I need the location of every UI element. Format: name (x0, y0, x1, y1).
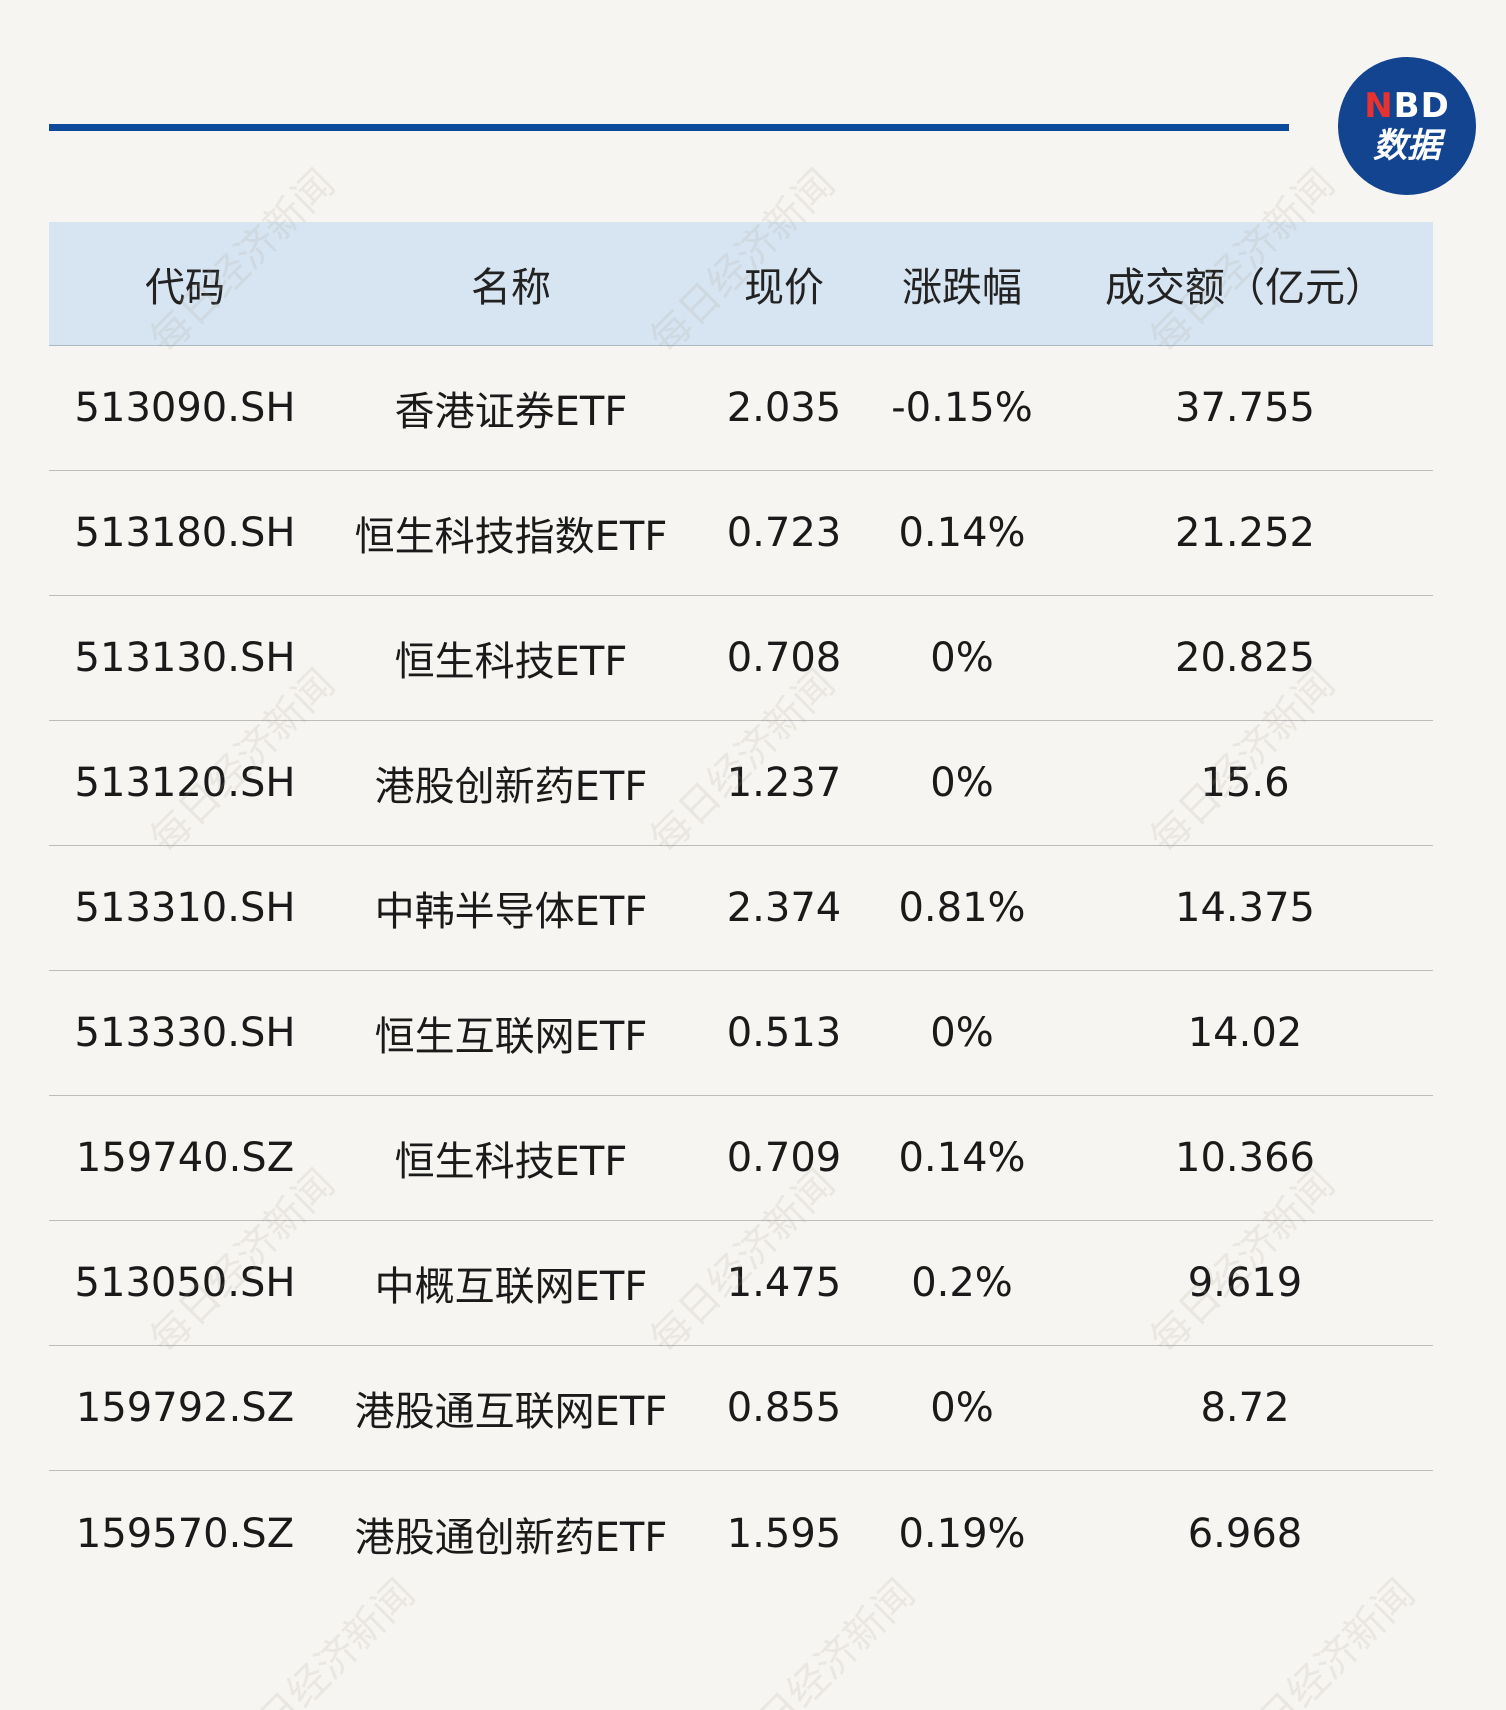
cell-code: 159570.SZ (75, 1510, 295, 1557)
header-price: 现价 (744, 264, 824, 311)
cell-name: 恒生互联网ETF (374, 1014, 648, 1060)
cell-code: 159740.SZ (75, 1135, 295, 1181)
cell-price: 0.709 (726, 1135, 842, 1181)
cell-code: 513180.SH (74, 510, 296, 556)
table-row: 513120.SH 港股创新药ETF 1.237 0% 15.6 (49, 721, 1433, 846)
cell-turnover: 14.02 (1187, 1010, 1303, 1056)
etf-table: 代码 名称 现价 涨跌幅 成交额（亿元） 513090.SH 香港证券ETF 2.0… (49, 222, 1433, 1596)
cell-name: 香港证券ETF (394, 389, 628, 435)
cell-code: 513310.SH (74, 885, 296, 931)
cell-turnover: 21.252 (1175, 510, 1315, 556)
header-name: 名称 (471, 264, 551, 311)
cell-price: 0.855 (726, 1385, 842, 1431)
cell-name: 中韩半导体ETF (374, 889, 648, 935)
cell-name: 港股创新药ETF (374, 764, 648, 810)
cell-name: 港股通创新药ETF (354, 1514, 668, 1561)
table-body: 513090.SH 香港证券ETF 2.035 -0.15% 37.755 513180.… (49, 346, 1433, 1596)
cell-name: 港股通互联网ETF (354, 1389, 668, 1435)
cell-price: 0.723 (726, 510, 842, 556)
cell-code: 159792.SZ (75, 1385, 295, 1431)
cell-code: 513090.SH (74, 385, 296, 431)
cell-change: 0.2% (911, 1260, 1013, 1306)
cell-price: 0.708 (726, 635, 842, 681)
cell-change: 0.14% (898, 1135, 1026, 1181)
cell-code: 513130.SH (74, 635, 296, 681)
cell-name: 恒生科技指数ETF (354, 514, 668, 560)
cell-change: 0% (930, 1385, 994, 1431)
cell-code: 513120.SH (74, 760, 296, 806)
cell-code: 513050.SH (74, 1260, 296, 1306)
logo-mark-n: N (1364, 86, 1394, 126)
cell-turnover: 10.366 (1175, 1135, 1315, 1181)
table-row: 513050.SH 中概互联网ETF 1.475 0.2% 9.619 (49, 1221, 1433, 1346)
cell-turnover: 15.6 (1200, 760, 1290, 806)
cell-turnover: 9.619 (1187, 1260, 1303, 1306)
cell-name: 恒生科技ETF (394, 639, 628, 685)
cell-name: 恒生科技ETF (394, 1139, 628, 1185)
cell-change: 0.14% (898, 510, 1026, 556)
cell-price: 0.513 (726, 1010, 842, 1056)
cell-price: 1.595 (726, 1510, 842, 1557)
cell-name: 中概互联网ETF (374, 1264, 648, 1310)
header-code: 代码 (145, 264, 225, 311)
table-row: 513330.SH 恒生互联网ETF 0.513 0% 14.02 (49, 971, 1433, 1096)
cell-change: 0% (930, 1010, 994, 1056)
cell-code: 513330.SH (74, 1010, 296, 1056)
table-row: 159570.SZ 港股通创新药ETF 1.595 0.19% 6.968 (49, 1471, 1433, 1596)
table-header-row: 代码 名称 现价 涨跌幅 成交额（亿元） (49, 222, 1433, 346)
table-row: 513090.SH 香港证券ETF 2.035 -0.15% 37.755 (49, 346, 1433, 471)
table-row: 513130.SH 恒生科技ETF 0.708 0% 20.825 (49, 596, 1433, 721)
table-row: 513310.SH 中韩半导体ETF 2.374 0.81% 14.375 (49, 846, 1433, 971)
cell-change: -0.15% (891, 385, 1033, 431)
table-row: 159740.SZ 恒生科技ETF 0.709 0.14% 10.366 (49, 1096, 1433, 1221)
cell-change: 0.81% (898, 885, 1026, 931)
cell-change: 0.19% (898, 1510, 1026, 1557)
top-divider (49, 124, 1289, 131)
cell-turnover: 37.755 (1175, 385, 1315, 431)
cell-change: 0% (930, 760, 994, 806)
table-row: 159792.SZ 港股通互联网ETF 0.855 0% 8.72 (49, 1346, 1433, 1471)
nbd-data-logo: N BD 数据 (1338, 57, 1476, 195)
cell-change: 0% (930, 635, 994, 681)
cell-price: 2.035 (726, 385, 842, 431)
cell-turnover: 14.375 (1175, 885, 1315, 931)
cell-turnover: 20.825 (1175, 635, 1315, 681)
logo-mark: N BD (1364, 89, 1450, 123)
cell-turnover: 8.72 (1200, 1385, 1290, 1431)
header-change: 涨跌幅 (902, 264, 1022, 311)
cell-price: 1.475 (726, 1260, 842, 1306)
cell-price: 1.237 (726, 760, 842, 806)
header-turnover: 成交额（亿元） (1105, 264, 1385, 311)
cell-turnover: 6.968 (1187, 1510, 1303, 1557)
logo-mark-bd: BD (1393, 86, 1450, 126)
cell-price: 2.374 (726, 885, 842, 931)
logo-subtitle: 数据 (1373, 126, 1441, 166)
table-row: 513180.SH 恒生科技指数ETF 0.723 0.14% 21.252 (49, 471, 1433, 596)
